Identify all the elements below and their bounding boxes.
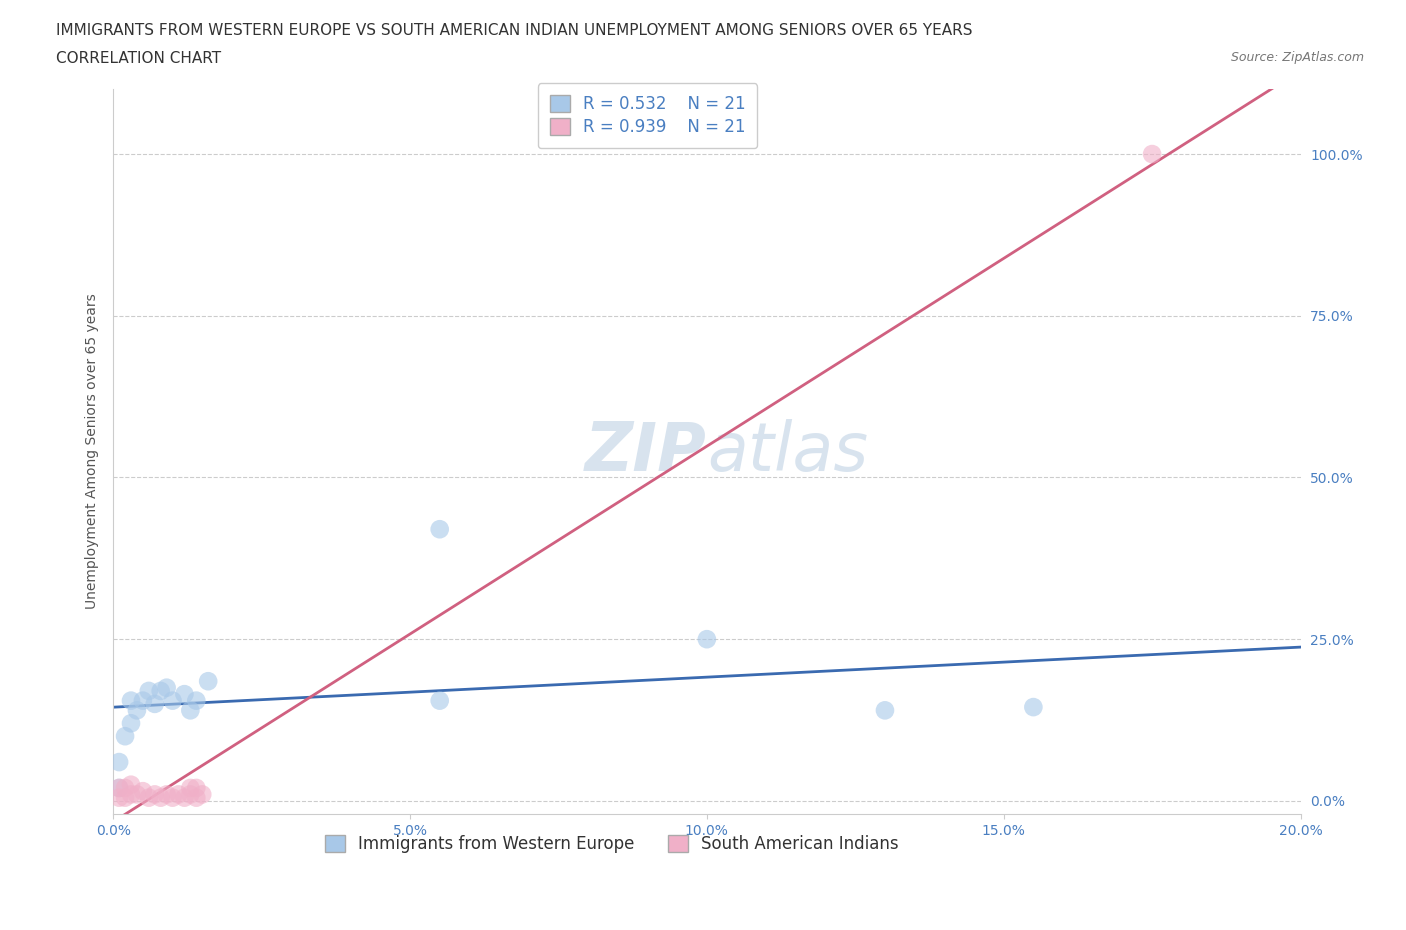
Point xyxy=(108,780,131,795)
Point xyxy=(114,780,136,795)
Point xyxy=(108,780,131,795)
Point xyxy=(186,693,208,708)
Point xyxy=(108,754,131,769)
Point xyxy=(114,790,136,805)
Point xyxy=(1140,147,1163,162)
Point xyxy=(429,522,451,537)
Point xyxy=(197,674,219,689)
Point xyxy=(120,693,142,708)
Text: Source: ZipAtlas.com: Source: ZipAtlas.com xyxy=(1230,51,1364,64)
Point xyxy=(696,631,718,646)
Text: ZIP: ZIP xyxy=(585,418,707,485)
Point xyxy=(179,780,201,795)
Point xyxy=(132,693,155,708)
Point xyxy=(149,790,172,805)
Point xyxy=(186,780,208,795)
Point xyxy=(138,790,160,805)
Text: CORRELATION CHART: CORRELATION CHART xyxy=(56,51,221,66)
Point xyxy=(173,686,195,701)
Point xyxy=(132,784,155,799)
Point xyxy=(125,787,148,802)
Point xyxy=(167,787,190,802)
Point xyxy=(143,787,166,802)
Point xyxy=(162,693,184,708)
Point xyxy=(173,790,195,805)
Point xyxy=(1022,699,1045,714)
Y-axis label: Unemployment Among Seniors over 65 years: Unemployment Among Seniors over 65 years xyxy=(86,294,100,609)
Point xyxy=(429,693,451,708)
Point xyxy=(125,703,148,718)
Point xyxy=(120,716,142,731)
Point xyxy=(143,697,166,711)
Point xyxy=(156,680,179,695)
Point xyxy=(108,790,131,805)
Point xyxy=(186,790,208,805)
Point xyxy=(162,790,184,805)
Point xyxy=(114,729,136,744)
Point xyxy=(156,787,179,802)
Point xyxy=(179,703,201,718)
Legend: Immigrants from Western Europe, South American Indians: Immigrants from Western Europe, South Am… xyxy=(318,829,905,860)
Point xyxy=(149,684,172,698)
Text: atlas: atlas xyxy=(707,418,868,485)
Point xyxy=(138,684,160,698)
Text: IMMIGRANTS FROM WESTERN EUROPE VS SOUTH AMERICAN INDIAN UNEMPLOYMENT AMONG SENIO: IMMIGRANTS FROM WESTERN EUROPE VS SOUTH … xyxy=(56,23,973,38)
Point xyxy=(120,787,142,802)
Point xyxy=(191,787,214,802)
Point xyxy=(179,787,201,802)
Point xyxy=(873,703,896,718)
Point xyxy=(120,777,142,792)
